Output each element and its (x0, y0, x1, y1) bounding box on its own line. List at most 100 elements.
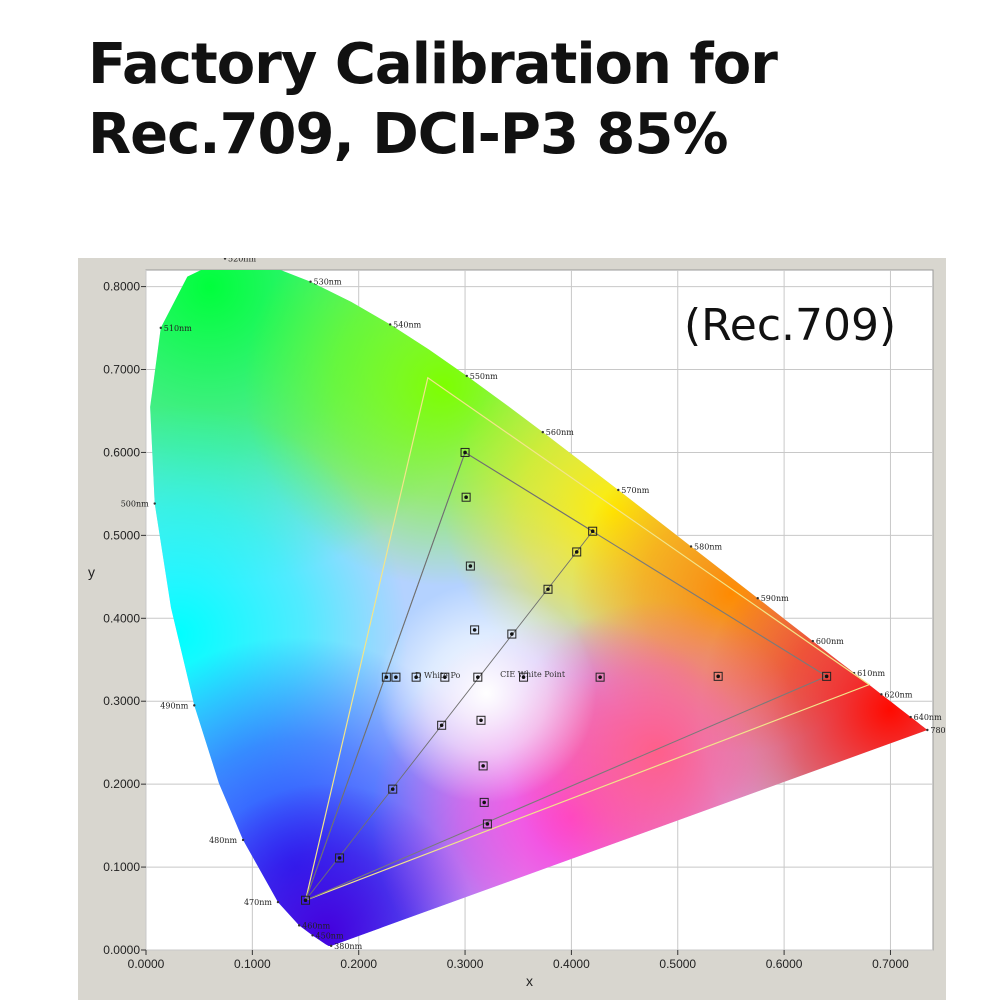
measured-marker (394, 675, 398, 679)
target-marker (507, 629, 517, 639)
wavelength-label: 480nm (209, 836, 237, 845)
measurement-point (519, 672, 529, 682)
wavelength-label: 450nm (316, 931, 344, 940)
wavelength-label: 500nm (121, 500, 149, 509)
measurement-point (476, 715, 486, 725)
wavelength-point (241, 838, 245, 842)
title-line-1: Factory Calibration for (88, 32, 778, 97)
wavelength-label: 510nm (164, 324, 192, 333)
y-tick-label: 0.3000 (103, 694, 140, 708)
wavelength-label: 520nm (228, 258, 256, 264)
measured-marker (824, 674, 829, 679)
wavelength-label: 640nm (914, 713, 942, 722)
chart-container: 0.0000 0.1000 0.2000 0.3000 0.4000 0.5000 0.60… (78, 258, 946, 1000)
wavelength-label: 380nm (334, 942, 362, 951)
target-marker (381, 672, 391, 682)
wavelength-point (153, 502, 156, 505)
measured-marker (481, 764, 485, 768)
measurement-point (822, 671, 832, 681)
wavelength-label: 590nm (761, 594, 789, 603)
measurement-point (391, 672, 401, 682)
measurement-point (507, 629, 517, 639)
wavelength-point (276, 900, 280, 904)
target-marker (713, 671, 723, 681)
native-gamut-triangle (304, 376, 871, 902)
measurement-point (713, 671, 723, 681)
measured-marker (468, 564, 473, 568)
measurement-point (482, 819, 492, 829)
wavelength-point (756, 597, 759, 600)
target-marker (478, 761, 488, 771)
x-tick-label: 0.7000 (872, 957, 909, 971)
wavelength-point (388, 323, 392, 326)
wavelength-point (926, 728, 929, 732)
measurement-point (595, 672, 605, 682)
measurement-point (381, 672, 391, 682)
measured-marker (390, 787, 395, 791)
measurement-point (543, 584, 553, 594)
target-marker (588, 526, 598, 536)
measured-marker (590, 529, 595, 534)
measurement-point (473, 672, 483, 682)
measured-marker (337, 856, 342, 860)
measured-marker (384, 675, 389, 679)
measured-marker (574, 550, 579, 554)
wavelength-point (159, 326, 162, 330)
target-marker (437, 720, 447, 730)
x-tick-label: 0.5000 (659, 957, 696, 971)
measurement-point (301, 895, 311, 905)
wavelength-label: 470nm (244, 898, 272, 907)
wavelength-label: 600nm (816, 637, 844, 646)
wavelength-label: 490nm (160, 701, 188, 710)
measured-marker (482, 800, 486, 805)
x-tick-label: 0.2000 (340, 957, 377, 971)
x-tick-label: 0.1000 (234, 957, 271, 971)
measured-marker (479, 718, 483, 723)
target-marker (479, 797, 489, 807)
x-tick-label: 0.3000 (447, 957, 484, 971)
measured-marker (472, 628, 477, 632)
measurement-point (440, 672, 450, 682)
y-tick-label: 0.5000 (103, 528, 140, 542)
target-marker (482, 819, 492, 829)
wavelength-label: 460nm (302, 921, 330, 930)
wavelength-point (617, 488, 620, 492)
y-tick-label: 0.8000 (103, 280, 140, 294)
x-tick-label: 0.0000 (128, 957, 165, 971)
measured-marker (598, 675, 602, 679)
measured-marker (546, 587, 550, 592)
wavelength-point (465, 374, 468, 378)
target-marker (460, 447, 470, 457)
wavelength-label: 620nm (884, 690, 912, 699)
measured-marker (464, 495, 468, 500)
target-marker (301, 895, 311, 905)
wavelength-label: 530nm (314, 278, 342, 287)
wavelength-point (193, 704, 196, 707)
measured-marker (510, 632, 514, 636)
target-marker (572, 547, 582, 557)
target-marker (473, 672, 483, 682)
y-tick-label: 0.6000 (103, 445, 140, 459)
title-line-2: Rec.709, DCI-P3 85% (88, 102, 728, 167)
measurement-point (478, 761, 488, 771)
target-marker (411, 672, 421, 682)
measured-marker (439, 723, 444, 728)
target-marker (519, 672, 529, 682)
measurement-point (470, 625, 480, 635)
measured-marker (303, 898, 308, 903)
wavelength-point (689, 545, 693, 548)
y-tick-label: 0.4000 (103, 611, 140, 625)
target-marker (543, 584, 553, 594)
target-marker (470, 625, 480, 635)
page-title: Factory Calibration for Rec.709, DCI-P3 … (88, 30, 778, 170)
measurement-point (335, 853, 345, 863)
wavelength-point (811, 639, 815, 643)
wavelength-label: 610nm (857, 669, 885, 678)
measurement-point (388, 784, 398, 794)
wavelength-label: 570nm (621, 486, 649, 495)
chart-subtitle: (Rec.709) (684, 300, 897, 351)
measured-marker (443, 675, 447, 679)
wavelength-label: 560nm (546, 428, 574, 437)
target-marker (388, 784, 398, 794)
target-marker (335, 853, 345, 863)
